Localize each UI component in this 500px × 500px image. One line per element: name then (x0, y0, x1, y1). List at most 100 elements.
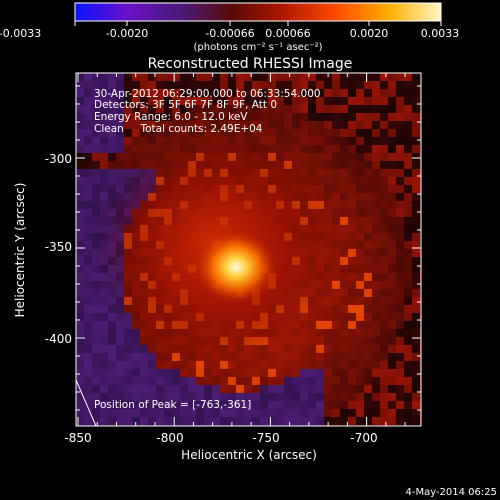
image-pixel (108, 89, 116, 97)
image-pixel (364, 177, 372, 185)
image-pixel (364, 241, 372, 249)
image-pixel (412, 353, 420, 361)
image-pixel (156, 81, 164, 89)
image-pixel (268, 353, 276, 361)
image-pixel (116, 113, 124, 121)
image-pixel (372, 385, 380, 393)
image-pixel (140, 113, 148, 121)
image-pixel (284, 393, 292, 401)
image-pixel (332, 201, 340, 209)
image-pixel (284, 97, 292, 105)
image-pixel (132, 145, 140, 153)
image-pixel (108, 345, 116, 353)
image-pixel (252, 393, 260, 401)
image-pixel (204, 401, 212, 409)
image-pixel (332, 81, 340, 89)
image-pixel (396, 409, 404, 417)
image-pixel (308, 417, 316, 425)
image-pixel (196, 97, 204, 105)
image-pixel (284, 129, 292, 137)
image-pixel (412, 249, 420, 257)
image-pixel (364, 345, 372, 353)
image-pixel (372, 345, 380, 353)
image-pixel (108, 377, 116, 385)
image-pixel (412, 129, 420, 137)
image-pixel (388, 409, 396, 417)
image-pixel (84, 113, 92, 121)
image-pixel (380, 249, 388, 257)
image-pixel (76, 81, 84, 89)
image-pixel (76, 97, 84, 105)
image-pixel (372, 169, 380, 177)
image-pixel (412, 313, 420, 321)
image-pixel (324, 97, 332, 105)
image-pixel (124, 345, 132, 353)
image-pixel (404, 345, 412, 353)
image-pixel (412, 265, 420, 273)
image-pixel (380, 225, 388, 233)
image-pixel (260, 377, 268, 385)
image-pixel (268, 385, 276, 393)
image-pixel (100, 129, 108, 137)
image-pixel (92, 313, 100, 321)
image-pixel (348, 153, 356, 161)
image-pixel (252, 417, 260, 425)
image-pixel (380, 201, 388, 209)
image-pixel (148, 113, 156, 121)
image-pixel (388, 153, 396, 161)
image-pixel (388, 177, 396, 185)
image-pixel (372, 81, 380, 89)
image-pixel (108, 321, 116, 329)
image-pixel (140, 369, 148, 377)
image-pixel (308, 105, 316, 113)
image-pixel (76, 313, 84, 321)
image-pixel (332, 169, 340, 177)
image-pixel (396, 105, 404, 113)
image-pixel (76, 257, 84, 265)
image-pixel (308, 81, 316, 89)
image-pixel (252, 401, 260, 409)
image-pixel (324, 329, 332, 337)
image-pixel (92, 289, 100, 297)
image-pixel (356, 313, 364, 321)
image-pixel (84, 73, 92, 81)
image-pixel (276, 129, 284, 137)
image-pixel (412, 81, 420, 89)
image-pixel (364, 97, 372, 105)
image-pixel (180, 105, 188, 113)
colorbar-tick-label: -0.0033 (0, 27, 41, 40)
image-pixel (348, 321, 356, 329)
image-pixel (388, 401, 396, 409)
image-pixel (308, 97, 316, 105)
image-pixel (316, 97, 324, 105)
image-pixel (124, 385, 132, 393)
image-pixel (116, 137, 124, 145)
image-pixel (324, 313, 332, 321)
image-pixel (348, 409, 356, 417)
image-pixel (308, 329, 316, 337)
image-pixel (396, 337, 404, 345)
image-pixel (332, 281, 340, 289)
image-pixel (124, 137, 132, 145)
image-pixel (148, 385, 156, 393)
image-pixel (148, 89, 156, 97)
image-pixel (172, 385, 180, 393)
image-pixel (116, 361, 124, 369)
image-pixel (332, 345, 340, 353)
image-pixel (340, 313, 348, 321)
image-pixel (308, 73, 316, 81)
image-pixel (172, 409, 180, 417)
image-pixel (284, 121, 292, 129)
image-pixel (380, 409, 388, 417)
image-pixel (84, 337, 92, 345)
image-pixel (84, 321, 92, 329)
image-pixel (396, 113, 404, 121)
colorbar-tick-label: 0.0020 (350, 27, 389, 40)
image-pixel (84, 417, 92, 425)
image-pixel (76, 249, 84, 257)
image-pixel (260, 369, 268, 377)
image-pixel (340, 113, 348, 121)
image-pixel (396, 169, 404, 177)
image-pixel (348, 185, 356, 193)
image-pixel (108, 369, 116, 377)
